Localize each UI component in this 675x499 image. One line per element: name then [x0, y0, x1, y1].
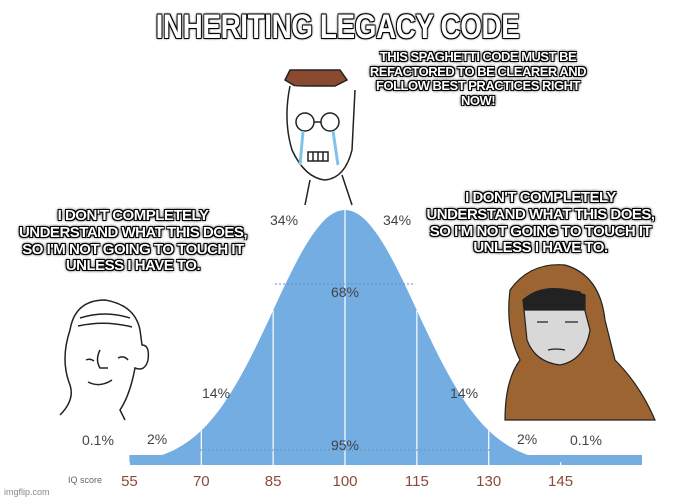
- top-caption: THIS SPAGHETTI CODE MUST BE REFACTORED T…: [369, 49, 587, 108]
- right-character: [504, 264, 656, 421]
- left-character: [59, 299, 150, 421]
- top-character: [284, 69, 356, 206]
- meme-title: INHERITING LEGACY CODE: [155, 8, 520, 46]
- band-label-68: 68%: [331, 284, 359, 300]
- pct-label: 14%: [450, 385, 478, 401]
- x-tick-label: 100: [332, 473, 357, 490]
- bell-curve: [129, 210, 642, 465]
- x-tick-label: 70: [193, 473, 210, 490]
- x-tick-label: 115: [405, 473, 429, 490]
- pct-label: 0.1%: [570, 432, 602, 448]
- pct-label: 34%: [270, 212, 298, 228]
- watermark: imgflip.com: [4, 487, 50, 497]
- band-label-95: 95%: [331, 437, 359, 453]
- pct-label: 2%: [517, 431, 537, 447]
- pct-label: 2%: [147, 431, 167, 447]
- right-caption: I DON'T COMPLETELY UNDERSTAND WHAT THIS …: [426, 189, 655, 257]
- pct-label: 14%: [202, 385, 230, 401]
- x-tick-label: 55: [121, 473, 138, 490]
- axis-label: IQ score: [68, 475, 102, 485]
- pct-label: 0.1%: [82, 432, 114, 448]
- pct-label: 34%: [383, 212, 411, 228]
- x-tick-label: 130: [476, 473, 501, 490]
- x-tick-label: 85: [265, 473, 282, 490]
- x-tick-label: 145: [548, 473, 573, 490]
- left-caption: I DON'T COMPLETELY UNDERSTAND WHAT THIS …: [18, 207, 248, 275]
